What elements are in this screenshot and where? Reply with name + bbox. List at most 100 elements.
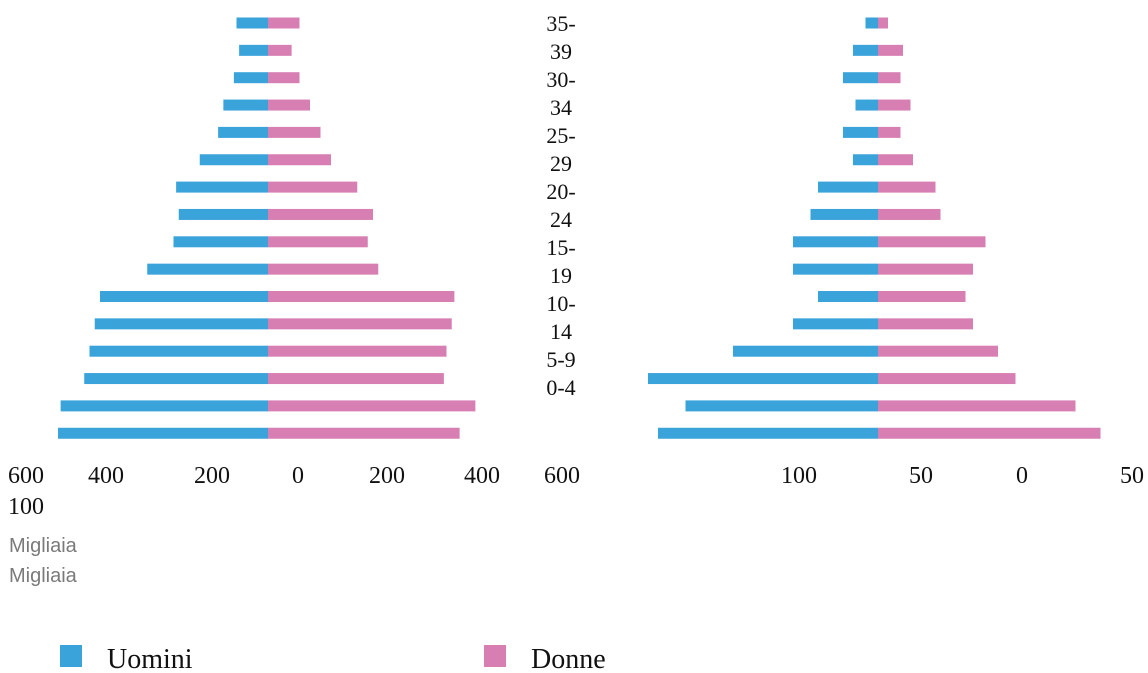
right-tick-label: 0: [1016, 463, 1028, 489]
bar-men: [233, 72, 268, 84]
bar-men: [84, 373, 268, 385]
bar-women: [878, 427, 1101, 439]
legend-swatch-men: [60, 645, 82, 667]
bar-men: [853, 44, 878, 56]
right-tick-label: 50: [1120, 463, 1144, 489]
bar-men: [100, 291, 268, 302]
left-tick-label: 400: [464, 463, 500, 489]
right-tick-label: 100: [781, 463, 817, 489]
bar-women: [268, 72, 300, 84]
bar-men: [818, 291, 878, 302]
age-labels: 35- 39 30- 34 25- 29 20- 24 15- 19 10- 14 5-9 0-4: [546, 11, 575, 400]
age-group-label: 20-: [546, 179, 575, 204]
age-group-label: 10-: [546, 291, 575, 316]
age-group-label: 19: [550, 263, 572, 288]
age-group-label: 25-: [546, 123, 575, 148]
left-tick-label: 600: [544, 463, 580, 489]
bar-men: [853, 154, 878, 166]
bar-men: [810, 208, 878, 220]
right-x-axis-ticks: 100 50 0 50: [781, 463, 1144, 489]
age-group-label: 29: [550, 151, 572, 176]
bar-women: [268, 318, 452, 330]
bar-women: [878, 72, 901, 84]
bar-women: [878, 44, 903, 56]
bar-men: [733, 345, 878, 357]
age-group-label: 0-4: [546, 375, 575, 400]
bar-women: [878, 345, 998, 357]
bar-men: [236, 17, 268, 29]
bar-men: [89, 345, 268, 357]
bar-men: [178, 208, 268, 220]
age-group-label: 39: [550, 39, 572, 64]
bar-women: [268, 126, 321, 138]
age-group-label: 24: [550, 207, 572, 232]
right-pyramid: [648, 17, 1101, 439]
bar-men: [58, 427, 268, 439]
left-tick-label: 200: [194, 463, 230, 489]
right-axis-unit-label: Migliaia: [9, 565, 78, 587]
bar-women: [268, 208, 373, 220]
bar-men: [173, 236, 268, 248]
bar-women: [268, 44, 292, 56]
age-group-label: 34: [550, 95, 572, 120]
left-pyramid: [58, 17, 476, 439]
bar-men: [176, 181, 268, 193]
bar-women: [878, 181, 936, 193]
bar-women: [878, 263, 973, 275]
bar-women: [878, 291, 966, 302]
bar-men: [223, 99, 268, 111]
bar-women: [268, 236, 368, 248]
bar-women: [268, 291, 455, 302]
bar-men: [685, 400, 878, 412]
bar-women: [878, 236, 986, 248]
bar-women: [268, 263, 379, 275]
bar-women: [878, 99, 911, 111]
legend-label-women: Donne: [531, 644, 606, 673]
bar-women: [878, 17, 888, 29]
bar-women: [878, 154, 913, 166]
legend-swatch-women: [484, 645, 506, 667]
bar-men: [818, 181, 878, 193]
legend-label-men: Uomini: [107, 644, 193, 673]
bar-men: [648, 373, 878, 385]
bar-women: [268, 99, 310, 111]
left-tick-label: 400: [88, 463, 124, 489]
bar-men: [855, 99, 878, 111]
bar-men: [218, 126, 268, 138]
age-group-label: 15-: [546, 235, 575, 260]
bar-men: [199, 154, 268, 166]
bar-men: [239, 44, 268, 56]
age-group-label: 14: [550, 319, 572, 344]
bar-women: [878, 318, 973, 330]
legend: Uomini Donne: [60, 644, 606, 673]
bar-women: [268, 154, 331, 166]
bar-men: [793, 236, 878, 248]
bar-women: [878, 400, 1076, 412]
bar-men: [60, 400, 268, 412]
left-x-axis-ticks: 600 400 200 0 200 400 600 100: [8, 463, 580, 520]
bar-women: [268, 345, 447, 357]
bar-women: [878, 208, 941, 220]
bar-men: [793, 263, 878, 275]
left-tick-label: 600: [8, 463, 44, 489]
bar-men: [793, 318, 878, 330]
left-tick-label-extra: 100: [8, 494, 44, 520]
left-tick-label: 200: [369, 463, 405, 489]
bar-women: [878, 373, 1016, 385]
left-tick-label: 0: [292, 463, 304, 489]
bar-women: [268, 181, 358, 193]
right-tick-label: 50: [909, 463, 933, 489]
bar-men: [843, 126, 878, 138]
bar-men: [658, 427, 878, 439]
age-group-label: 5-9: [546, 347, 575, 372]
bar-men: [94, 318, 268, 330]
left-axis-unit-label: Migliaia: [9, 535, 78, 557]
bar-men: [865, 17, 878, 29]
bar-women: [268, 17, 300, 29]
bar-women: [268, 427, 460, 439]
bar-women: [268, 400, 476, 412]
bar-women: [878, 126, 901, 138]
age-group-label: 30-: [546, 67, 575, 92]
bar-women: [268, 373, 444, 385]
